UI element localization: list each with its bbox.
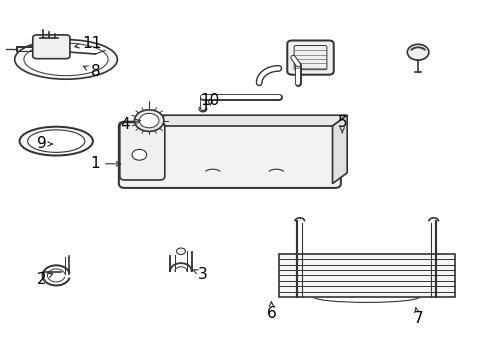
Circle shape [176, 248, 185, 255]
Ellipse shape [24, 43, 108, 76]
Circle shape [139, 113, 159, 128]
Text: 4: 4 [120, 117, 140, 132]
Text: 5: 5 [337, 115, 346, 133]
Polygon shape [332, 115, 346, 184]
Ellipse shape [28, 130, 85, 152]
FancyBboxPatch shape [120, 122, 164, 180]
Polygon shape [130, 115, 346, 126]
Text: 3: 3 [192, 267, 207, 282]
Text: 11: 11 [75, 36, 102, 51]
Circle shape [199, 106, 206, 112]
Ellipse shape [15, 40, 117, 79]
FancyBboxPatch shape [287, 40, 333, 75]
Text: 6: 6 [266, 302, 276, 321]
Text: 10: 10 [200, 93, 220, 108]
Circle shape [132, 149, 146, 160]
Text: 2: 2 [37, 271, 53, 287]
Text: 7: 7 [412, 308, 422, 326]
Text: 9: 9 [37, 136, 52, 152]
FancyBboxPatch shape [278, 254, 454, 297]
Circle shape [407, 44, 428, 60]
FancyBboxPatch shape [119, 122, 340, 188]
Ellipse shape [20, 127, 93, 156]
Circle shape [134, 110, 163, 131]
FancyBboxPatch shape [33, 35, 70, 59]
Text: 8: 8 [83, 64, 100, 79]
Text: 1: 1 [90, 156, 121, 171]
